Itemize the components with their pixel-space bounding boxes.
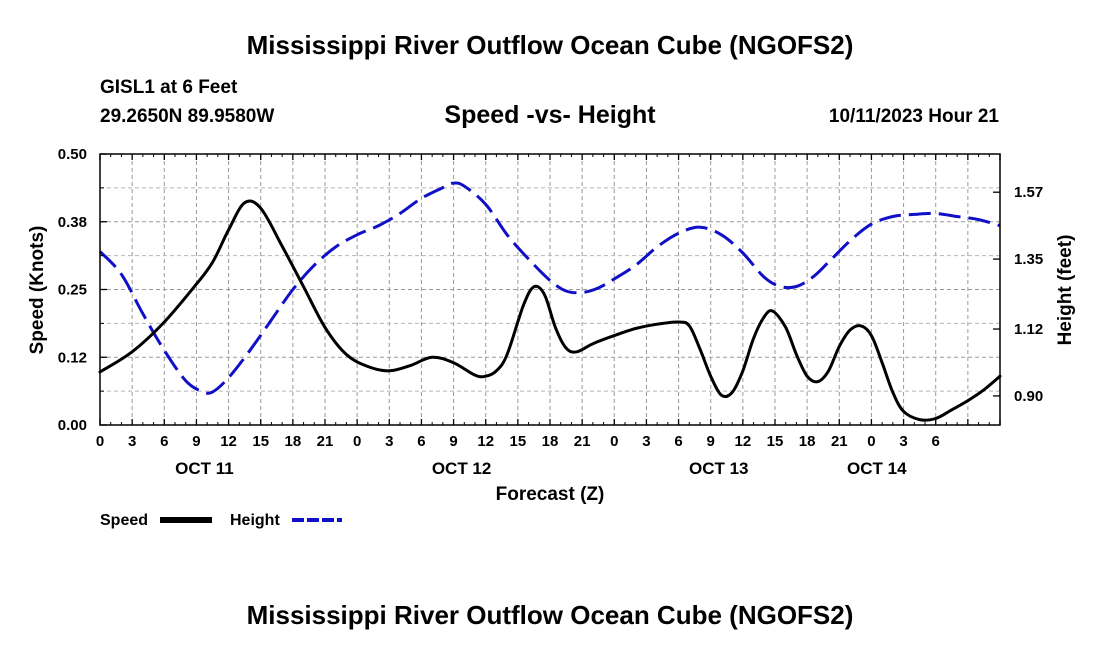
x-axis-title: Forecast (Z) bbox=[496, 484, 605, 505]
x-tick-label: 21 bbox=[317, 433, 334, 450]
x-tick-label: 12 bbox=[477, 433, 494, 450]
x-tick-label: 9 bbox=[192, 433, 200, 450]
date-label: OCT 14 bbox=[847, 459, 907, 478]
x-tick-label: 3 bbox=[385, 433, 393, 450]
x-tick-label: 21 bbox=[831, 433, 848, 450]
date-label: OCT 11 bbox=[175, 459, 234, 478]
y2-tick-label: 0.90 bbox=[1014, 388, 1043, 405]
y2-tick-label: 1.12 bbox=[1014, 321, 1043, 338]
series-lines bbox=[98, 181, 1002, 422]
station-label: GISL1 at 6 Feet bbox=[100, 77, 238, 98]
x-tick-label: 0 bbox=[353, 433, 361, 450]
series-line-height bbox=[98, 181, 1001, 395]
y2-tick-label: 1.57 bbox=[1014, 184, 1043, 201]
date-label: OCT 13 bbox=[689, 459, 749, 478]
y-axis-title: Speed (Knots) bbox=[27, 226, 48, 355]
x-tick-label: 18 bbox=[799, 433, 816, 450]
chart-subtitle: Speed -vs- Height bbox=[444, 101, 656, 129]
y2-axis-title: Height (feet) bbox=[1055, 235, 1076, 346]
axis-labels: 0 3 6 9 12 15 18 21 0 3 6 9 12 15 18 21 0 3 6 9 12 15 18 21 0 3 6 0… bbox=[58, 146, 1043, 478]
y-tick-label: 0.12 bbox=[58, 349, 87, 366]
y-tick-label: 0.00 bbox=[58, 417, 87, 434]
x-tick-label: 6 bbox=[932, 433, 940, 450]
x-tick-label: 15 bbox=[252, 433, 269, 450]
x-tick-label: 3 bbox=[642, 433, 650, 450]
x-tick-label: 21 bbox=[574, 433, 591, 450]
x-tick-label: 9 bbox=[449, 433, 457, 450]
legend-label-speed: Speed bbox=[100, 512, 148, 529]
x-tick-label: 0 bbox=[867, 433, 875, 450]
x-tick-label: 15 bbox=[510, 433, 527, 450]
x-tick-label: 12 bbox=[220, 433, 237, 450]
station-coordinates: 29.2650N 89.9580W bbox=[100, 106, 275, 127]
x-tick-label: 0 bbox=[610, 433, 618, 450]
legend-label-height: Height bbox=[230, 512, 280, 529]
grid bbox=[100, 154, 1000, 425]
x-tick-label: 0 bbox=[96, 433, 104, 450]
x-tick-label: 6 bbox=[417, 433, 425, 450]
y-tick-label: 0.25 bbox=[58, 282, 87, 299]
x-tick-label: 6 bbox=[160, 433, 168, 450]
x-tick-label: 18 bbox=[542, 433, 559, 450]
x-tick-label: 9 bbox=[707, 433, 715, 450]
chart-title: Mississippi River Outflow Ocean Cube (NG… bbox=[246, 30, 854, 60]
x-tick-label: 3 bbox=[128, 433, 136, 450]
axis-ticks bbox=[99, 153, 1001, 426]
y2-tick-label: 1.35 bbox=[1014, 251, 1043, 268]
y-tick-label: 0.50 bbox=[58, 146, 87, 163]
footer-title: Mississippi River Outflow Ocean Cube (NG… bbox=[246, 600, 854, 630]
x-tick-label: 18 bbox=[285, 433, 302, 450]
series-line-speed bbox=[98, 199, 1002, 422]
legend: Speed Height bbox=[100, 512, 342, 529]
date-label: OCT 12 bbox=[432, 459, 492, 478]
x-tick-label: 15 bbox=[767, 433, 784, 450]
x-tick-label: 3 bbox=[899, 433, 907, 450]
forecast-datetime: 10/11/2023 Hour 21 bbox=[828, 106, 999, 127]
x-tick-label: 12 bbox=[735, 433, 752, 450]
x-tick-label: 6 bbox=[674, 433, 682, 450]
y-tick-label: 0.38 bbox=[58, 214, 87, 231]
